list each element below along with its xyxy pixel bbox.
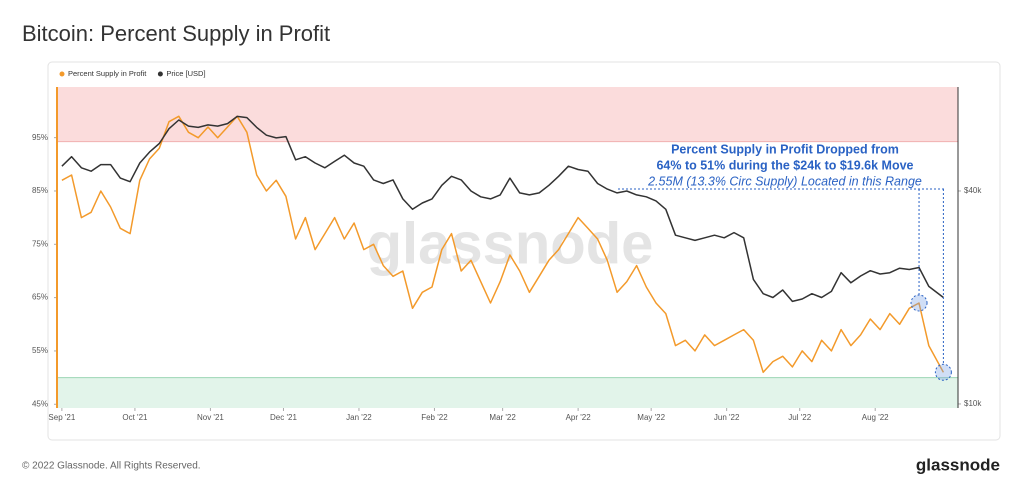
- upper-band: [57, 87, 958, 142]
- x-tick-label: Aug '22: [862, 413, 889, 422]
- x-tick-label: Jan '22: [346, 413, 372, 422]
- x-tick-label: Jun '22: [714, 413, 740, 422]
- annotation-text: Percent Supply in Profit Dropped from: [671, 142, 899, 156]
- annotation-text: 64% to 51% during the $24k to $19.6k Mov…: [656, 158, 913, 172]
- chart-frame: [47, 61, 1001, 441]
- legend-marker: [59, 71, 65, 77]
- annotation-text: 2.55M (13.3% Circ Supply) Located in thi…: [647, 174, 922, 188]
- copyright: © 2022 Glassnode. All Rights Reserved.: [22, 461, 201, 472]
- series-line: [61, 115, 945, 374]
- x-tick-label: Jul '22: [788, 413, 811, 422]
- x-tick-label: Apr '22: [566, 413, 592, 422]
- series-line: [61, 115, 944, 303]
- logo: glassnode: [916, 455, 1000, 474]
- highlight-point: [910, 294, 928, 312]
- watermark: glassnode: [367, 211, 654, 276]
- lower-band: [57, 377, 958, 408]
- x-tick-label: Sep '21: [48, 413, 75, 422]
- page-title: Bitcoin: Percent Supply in Profit: [22, 21, 330, 46]
- x-tick-label: May '22: [637, 413, 665, 422]
- x-tick-label: Feb '22: [421, 413, 448, 422]
- legend-label: Percent Supply in Profit: [68, 69, 147, 78]
- y2-tick-label: $40k: [964, 186, 982, 195]
- x-tick-label: Dec '21: [270, 413, 297, 422]
- y2-tick-label: $10k: [964, 399, 982, 408]
- y-tick-label: 75%: [32, 239, 48, 248]
- legend-label: Price [USD]: [166, 69, 205, 78]
- y-tick-label: 45%: [32, 399, 48, 408]
- x-tick-label: Mar '22: [489, 413, 516, 422]
- x-tick-label: Oct '21: [122, 413, 148, 422]
- legend-marker: [157, 71, 163, 77]
- y-tick-label: 95%: [32, 133, 48, 142]
- y-tick-label: 55%: [32, 346, 48, 355]
- highlight-point: [934, 363, 952, 381]
- y-tick-label: 65%: [32, 293, 48, 302]
- y-tick-label: 85%: [32, 186, 48, 195]
- x-tick-label: Nov '21: [197, 413, 224, 422]
